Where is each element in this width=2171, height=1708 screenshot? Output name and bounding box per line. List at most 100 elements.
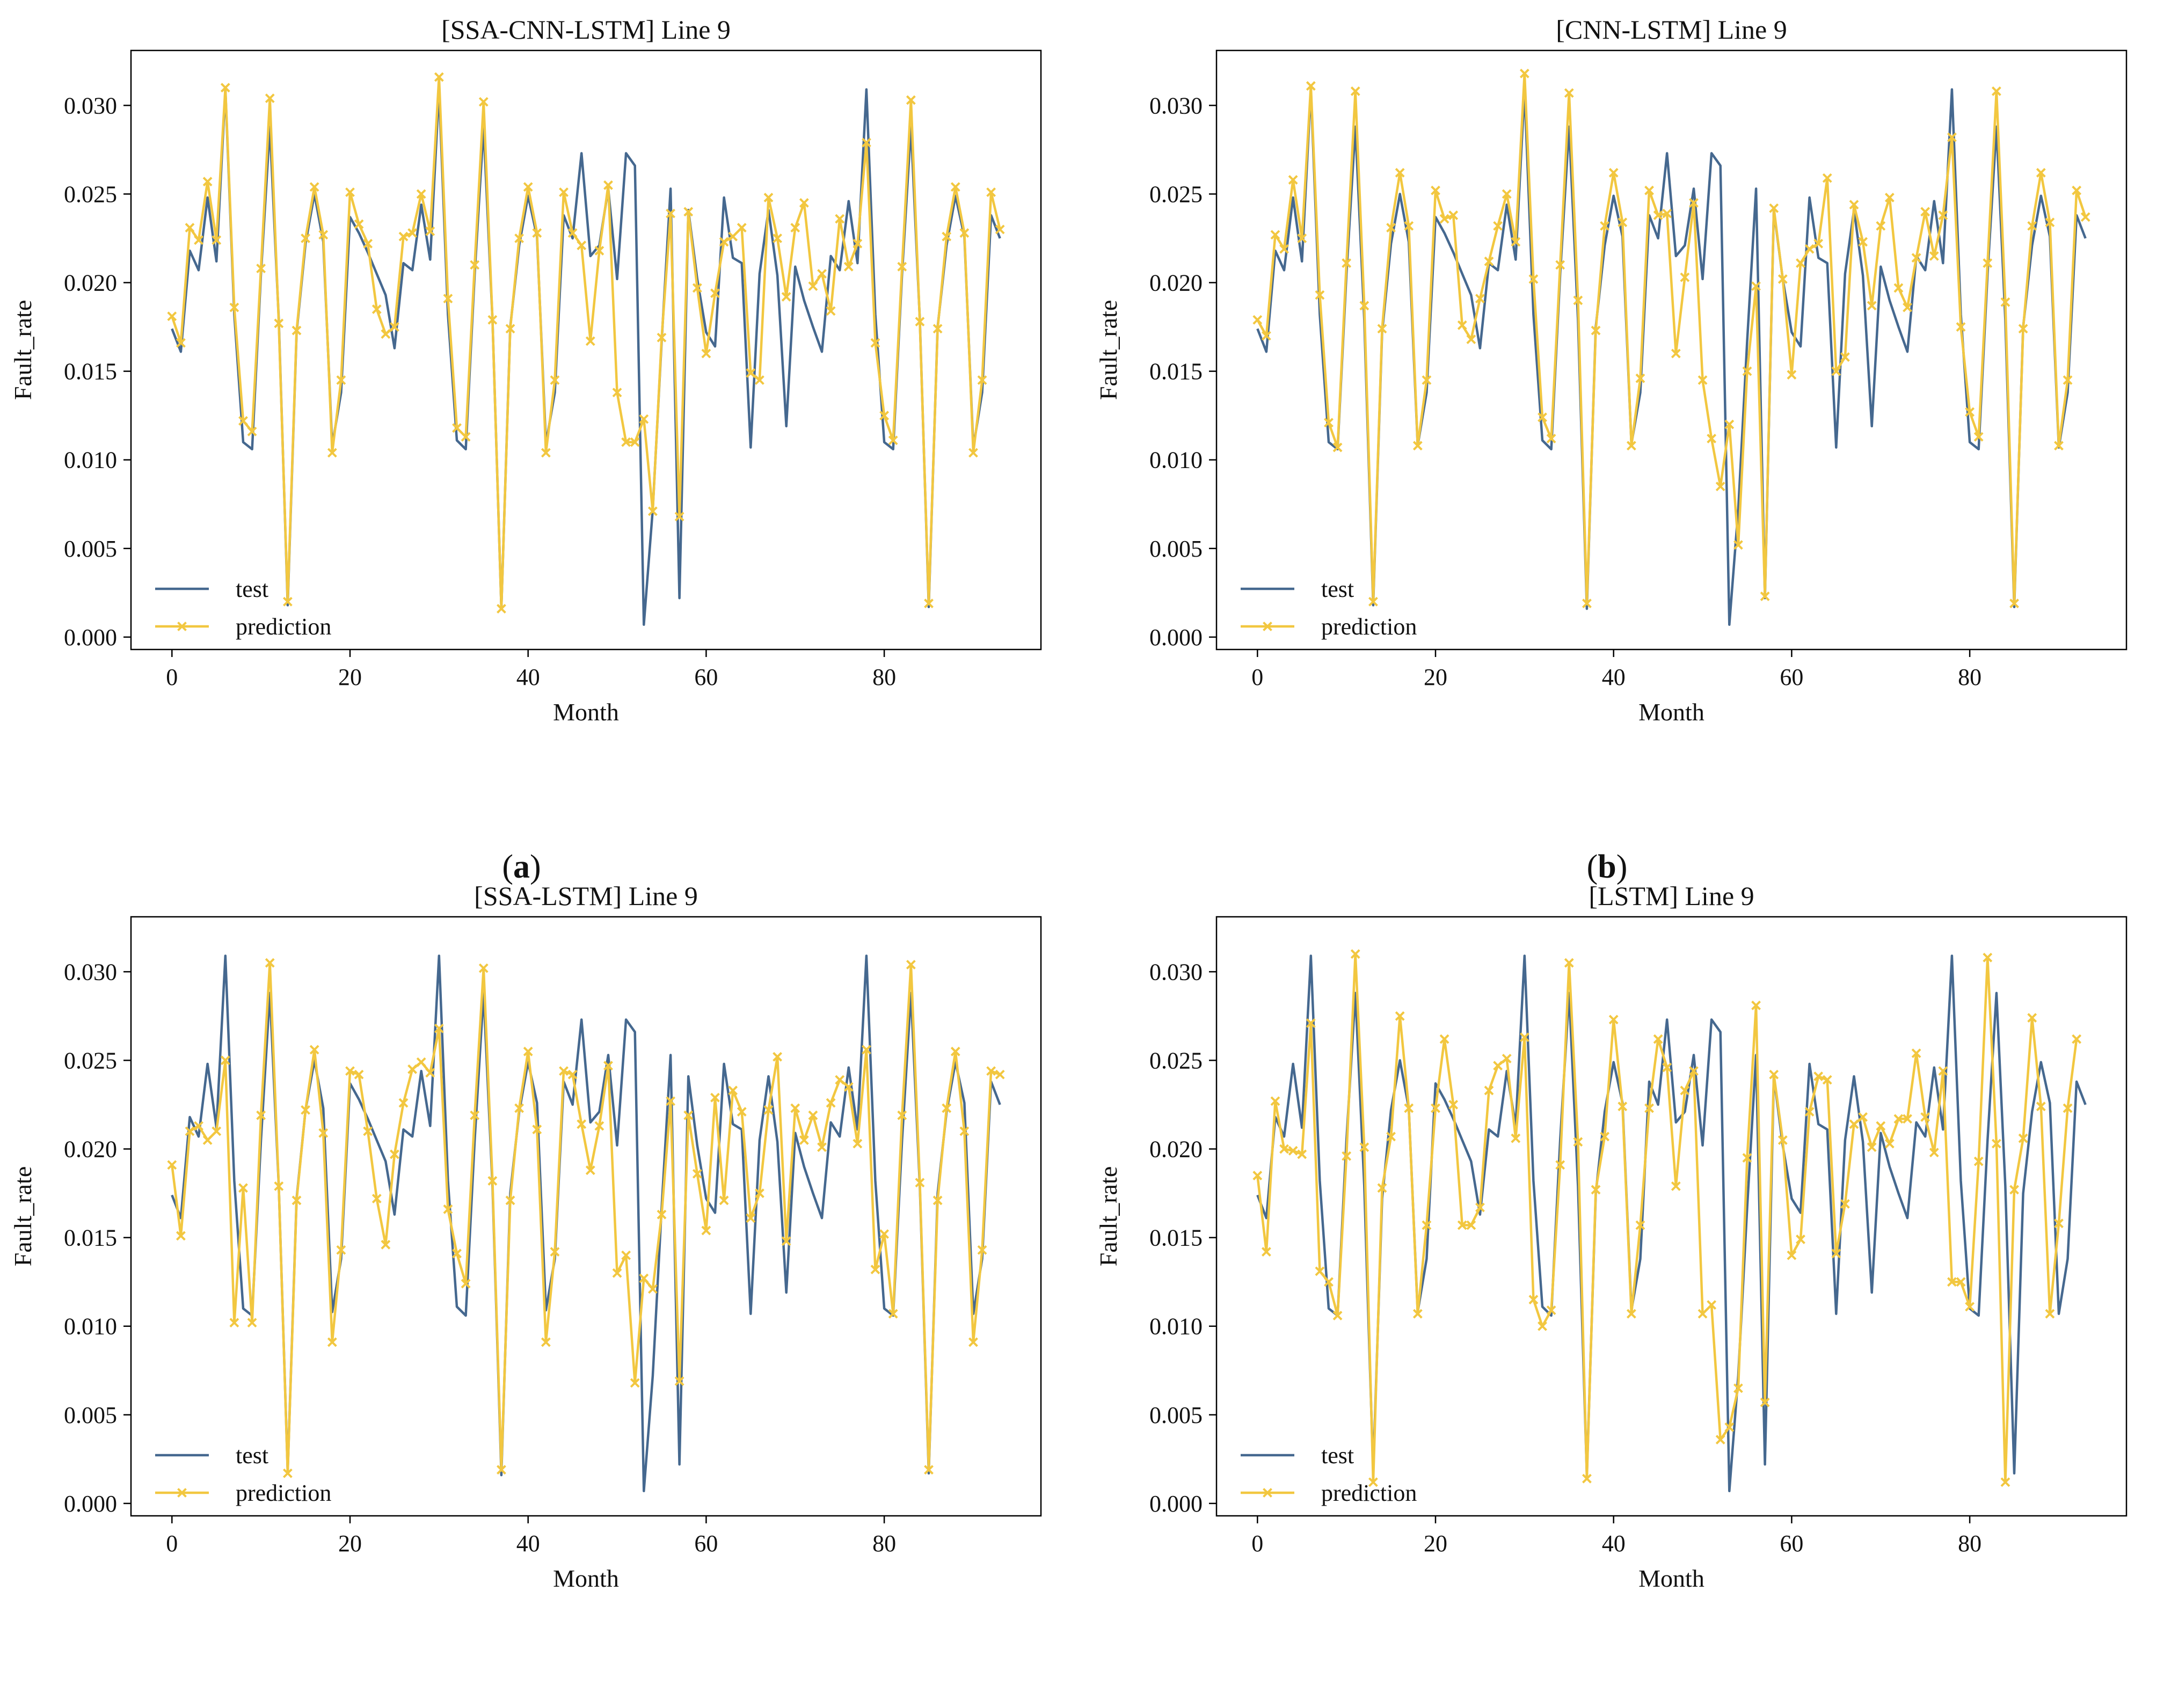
prediction-point [336, 1245, 346, 1255]
prediction-point [790, 223, 800, 233]
y-tick-label: 0.005 [64, 536, 117, 562]
x-tick-label: 80 [1958, 664, 1981, 690]
prediction-markers [167, 72, 1005, 614]
prediction-point [1422, 375, 1432, 385]
prediction-point [282, 596, 293, 607]
prediction-point [1715, 1435, 1725, 1444]
prediction-point [443, 1204, 453, 1214]
prediction-point [639, 414, 649, 424]
legend: test prediction [1241, 1442, 1417, 1506]
prediction-point [1662, 1062, 1672, 1072]
prediction-point [781, 292, 791, 302]
y-tick-label: 0.025 [64, 1047, 117, 1074]
prediction-point [1796, 258, 1805, 268]
chart-svg-d: [LSTM] Line 9 Fault_rate Month 0.000 0.005 0.… [1095, 881, 2128, 1592]
prediction-point [843, 1082, 854, 1092]
legend: test prediction [155, 1442, 331, 1506]
prediction-point [888, 1309, 898, 1319]
prediction-point [1368, 1477, 1378, 1487]
prediction-point [763, 193, 774, 202]
prediction-point [1840, 352, 1850, 362]
prediction-point [853, 238, 863, 249]
prediction-point [647, 1284, 658, 1294]
prediction-point [639, 1273, 649, 1283]
prediction-point [1626, 441, 1636, 451]
prediction-point [425, 1068, 435, 1078]
prediction-point [1404, 221, 1414, 231]
prediction-point [1511, 1133, 1521, 1143]
x-axis-label: Month [553, 1565, 619, 1592]
prediction-point [630, 1378, 640, 1388]
prediction-point [1359, 301, 1369, 311]
prediction-point [986, 187, 996, 198]
prediction-point [621, 1250, 631, 1260]
prediction-point [327, 448, 337, 458]
chart-svg-b: [CNN-LSTM] Line 9 Fault_rate Month 0.000 0.0… [1095, 14, 2128, 885]
prediction-point [897, 261, 907, 272]
y-tick-label: 0.010 [1149, 1313, 1203, 1340]
prediction-point [746, 1213, 756, 1223]
prediction-point [1573, 295, 1583, 305]
prediction-point [1261, 1247, 1271, 1257]
panel-caption: (b) [1587, 849, 1628, 885]
prediction-point [799, 1135, 809, 1145]
x-tick-label: 40 [1602, 664, 1626, 690]
prediction-point [808, 1110, 818, 1120]
prediction-point [1306, 81, 1316, 91]
prediction-point [986, 1066, 996, 1076]
x-tick-label: 20 [1424, 1530, 1447, 1557]
y-tick-label: 0.020 [1149, 1136, 1203, 1163]
prediction-point [354, 1069, 364, 1079]
prediction-point [1938, 210, 1948, 220]
prediction-point [835, 1075, 845, 1085]
prediction-point [2036, 1101, 2046, 1112]
prediction-point [478, 97, 489, 107]
prediction-point [835, 214, 845, 224]
prediction-point [1306, 1018, 1316, 1028]
x-axis-label: Month [1638, 1565, 1704, 1592]
y-axis-label: Fault_rate [9, 300, 37, 400]
prediction-point [1822, 1075, 1832, 1085]
prediction-point [906, 95, 916, 105]
prediction-point [924, 1465, 934, 1475]
prediction-point [1377, 324, 1387, 334]
plot-frame [130, 49, 1042, 651]
prediction-point [1911, 253, 1921, 263]
y-tick-label: 0.015 [64, 1225, 117, 1251]
series-line-prediction [1256, 72, 2087, 605]
prediction-point [292, 325, 302, 335]
prediction-point [995, 1069, 1005, 1079]
prediction-point [194, 235, 203, 245]
legend-label-prediction: prediction [1321, 1480, 1417, 1506]
prediction-point [897, 1110, 907, 1120]
prediction-point [737, 1107, 747, 1117]
prediction-point [318, 1128, 329, 1138]
prediction-point [1279, 244, 1289, 254]
legend-label-test: test [1321, 1442, 1354, 1469]
prediction-point [1252, 315, 1263, 325]
prediction-point [817, 269, 827, 279]
prediction-point [2018, 324, 2028, 334]
legend-label-test: test [236, 576, 268, 602]
prediction-point [452, 423, 462, 433]
y-axis-label: Fault_rate [9, 1166, 37, 1267]
x-tick-label: 40 [516, 664, 540, 690]
prediction-point [301, 233, 310, 243]
legend-label-prediction: prediction [1321, 614, 1417, 640]
prediction-point [843, 261, 854, 272]
prediction-point [567, 1069, 578, 1079]
prediction-point [870, 1265, 880, 1274]
prediction-point [1983, 258, 1993, 268]
prediction-point [274, 318, 284, 329]
legend: test prediction [1241, 576, 1417, 640]
prediction-point [318, 230, 329, 240]
prediction-point [265, 93, 275, 104]
prediction-point [915, 1178, 925, 1188]
x-tick-label: 20 [338, 1530, 362, 1557]
prediction-point [238, 416, 248, 426]
prediction-point [737, 223, 747, 233]
plot-frame [1215, 49, 2128, 651]
prediction-point [773, 1052, 782, 1062]
prediction-point [1519, 69, 1529, 78]
caption-paren-open: ( [1587, 849, 1598, 885]
